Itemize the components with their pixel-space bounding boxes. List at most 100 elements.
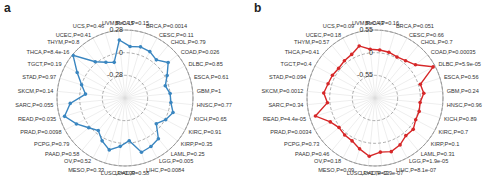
radar-panel: -0.2800.28BLCA,P=0.15BRCA,P=0.0014CESC,P… bbox=[15, 20, 232, 175]
radar-point bbox=[350, 53, 354, 57]
category-label: TGCT,P=0.19 bbox=[27, 61, 61, 67]
spoke bbox=[125, 98, 132, 166]
category-label: BRCA,P=0.051 bbox=[396, 23, 434, 29]
category-label: KIRC,P=0.91 bbox=[188, 129, 221, 135]
radar-point bbox=[139, 45, 143, 49]
spoke bbox=[60, 78, 125, 98]
radar-point bbox=[149, 145, 153, 149]
spoke bbox=[118, 30, 125, 98]
category-label: PRAD,P=0.0034 bbox=[270, 129, 311, 135]
category-label: SKCM,P=0.0012 bbox=[262, 88, 304, 94]
radar-point bbox=[343, 59, 347, 63]
category-label: COAD,P=0.00035 bbox=[431, 49, 476, 55]
radar-point bbox=[93, 60, 97, 64]
spoke bbox=[343, 98, 375, 158]
category-label: LAML,P=0.31 bbox=[421, 151, 455, 157]
category-label: PAAD,P=0.58 bbox=[45, 151, 79, 157]
radar-point bbox=[140, 150, 144, 154]
category-label: LUSC,P=0.39 bbox=[101, 170, 135, 176]
radar-point bbox=[96, 129, 100, 133]
category-label: MESO,P=0.33 bbox=[68, 167, 104, 173]
category-label: CESC,P=0.11 bbox=[159, 32, 194, 38]
category-label: KICH,P=0.89 bbox=[444, 116, 477, 122]
tick-label: 0 bbox=[369, 49, 373, 56]
category-label: DLBC,P=5.9e-05 bbox=[438, 61, 480, 67]
tick-label: -0.28 bbox=[107, 71, 123, 78]
tick-label: 0.55 bbox=[359, 26, 373, 33]
radar-point bbox=[357, 44, 361, 48]
radar-point bbox=[104, 61, 108, 65]
tick-label: -0.55 bbox=[357, 71, 373, 78]
radar-point bbox=[164, 118, 168, 122]
radar-point bbox=[414, 63, 418, 67]
radar-point bbox=[404, 134, 408, 138]
category-label: OV,P=0.52 bbox=[64, 158, 91, 164]
radar-point bbox=[169, 101, 173, 105]
radar-point bbox=[171, 111, 175, 115]
category-label: ESCA,P=0.61 bbox=[194, 74, 229, 80]
radar-point bbox=[157, 137, 161, 141]
radar-point bbox=[100, 139, 104, 143]
grid-circle bbox=[330, 53, 421, 144]
category-label: STAD,P=0.094 bbox=[269, 74, 306, 80]
category-label: PRAD,P=0.0098 bbox=[20, 129, 61, 135]
radar-point bbox=[163, 84, 167, 88]
category-label: SARC,P=0.055 bbox=[15, 102, 53, 108]
spoke bbox=[368, 30, 375, 98]
spoke bbox=[125, 98, 185, 130]
spoke bbox=[125, 91, 193, 98]
radar-point bbox=[337, 126, 341, 130]
radar-point bbox=[328, 120, 332, 124]
category-label: KIRP,P=0.35 bbox=[181, 141, 213, 147]
radar-point bbox=[118, 145, 122, 149]
radar-point bbox=[411, 128, 415, 132]
tick-label: 0.28 bbox=[109, 26, 123, 33]
radar-point bbox=[87, 126, 91, 130]
radar-point bbox=[127, 139, 131, 143]
category-label: THCA,P=0.41 bbox=[285, 49, 320, 55]
spoke bbox=[375, 38, 407, 98]
radar-point bbox=[165, 74, 169, 78]
radar-point bbox=[128, 45, 132, 49]
category-label: UCS,P=0.09 bbox=[323, 23, 354, 29]
spoke bbox=[315, 66, 375, 98]
category-label: UCS,P=0.46 bbox=[73, 23, 104, 29]
grid-circle bbox=[57, 30, 193, 166]
radar-point bbox=[63, 115, 67, 119]
radar-point bbox=[431, 65, 435, 69]
category-label: LAML,P=0.25 bbox=[171, 151, 205, 157]
radar-point bbox=[387, 50, 391, 54]
radar-point bbox=[414, 118, 418, 122]
radar-point bbox=[404, 59, 408, 63]
radar-point bbox=[337, 66, 341, 70]
radar-point bbox=[418, 101, 422, 105]
category-label: READ,P=4.4e-05 bbox=[263, 116, 306, 122]
radar-line bbox=[65, 40, 173, 152]
category-label: KIRP,P=0.1 bbox=[431, 141, 460, 147]
radar-point bbox=[417, 110, 421, 114]
radar-point bbox=[379, 150, 383, 154]
spoke bbox=[93, 98, 125, 158]
category-label: LGG,P=0.005 bbox=[159, 158, 193, 164]
spoke bbox=[125, 38, 157, 98]
category-label: THYM,P=0.8 bbox=[47, 39, 79, 45]
radar-point bbox=[168, 92, 172, 96]
radar-point bbox=[378, 48, 382, 52]
radar-point bbox=[166, 61, 170, 65]
category-label: THCA,P=8.4e-16 bbox=[27, 49, 70, 55]
plot-area bbox=[314, 44, 435, 158]
category-label: OV,P=0.18 bbox=[314, 158, 341, 164]
category-label: SKCM,P=0.14 bbox=[18, 88, 54, 94]
category-label: THYM,P=0.57 bbox=[294, 39, 329, 45]
radar-point bbox=[84, 92, 88, 96]
radar-point bbox=[367, 154, 371, 158]
category-label: SARC,P=0.34 bbox=[268, 102, 303, 108]
category-label: LIHC,P=0.0084 bbox=[146, 167, 184, 173]
category-label: HNSC,P=0.77 bbox=[197, 102, 232, 108]
spoke bbox=[375, 33, 395, 98]
radar-point bbox=[398, 143, 402, 147]
radar-point bbox=[326, 82, 330, 86]
category-label: ESCA,P=0.56 bbox=[444, 74, 479, 80]
radar-frame bbox=[57, 30, 193, 166]
radar-point bbox=[148, 50, 152, 54]
